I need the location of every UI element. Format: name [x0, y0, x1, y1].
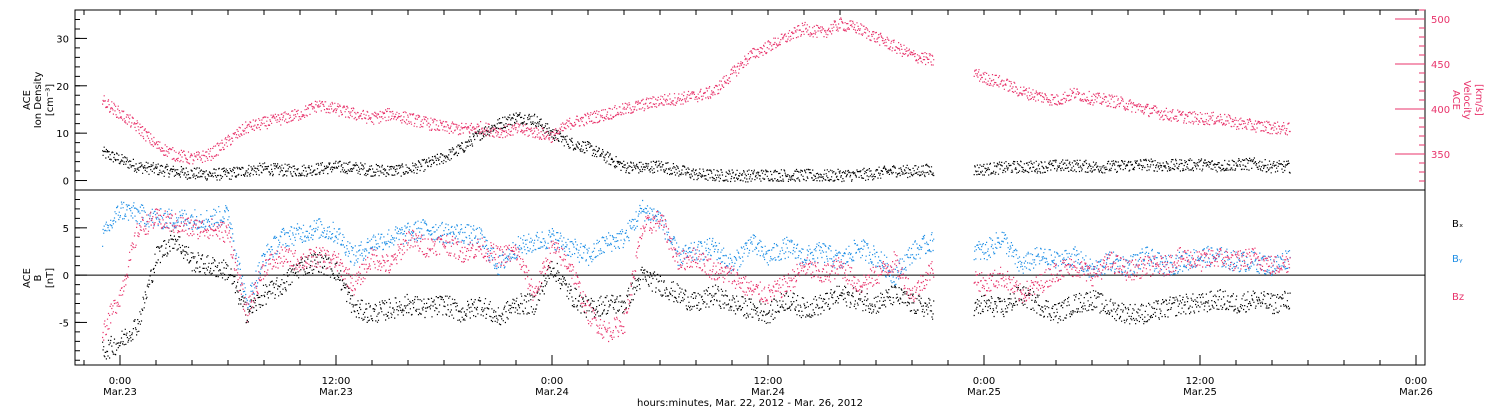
- density-axis-label-line-2: Ion Density: [33, 72, 44, 129]
- time-tick-label: 0:00: [1405, 376, 1427, 387]
- b-minor-ticks: [75, 198, 80, 361]
- velocity-tick-label: 500: [1431, 15, 1450, 26]
- legend-bz: Bz: [1452, 292, 1464, 303]
- magnetic-field-points: [102, 199, 1291, 360]
- b-tick-label: 0: [63, 271, 69, 282]
- bz-series: [102, 208, 1291, 343]
- date-tick-label: Mar.24: [535, 387, 569, 398]
- time-tick-label: 12:00: [322, 376, 351, 387]
- date-tick-label: Mar.26: [1399, 387, 1433, 398]
- velocity-tick-label: 350: [1431, 150, 1450, 161]
- date-tick-label: Mar.25: [967, 387, 1001, 398]
- top-panel-frame: [74, 9, 1426, 191]
- velocity-tick-label: 400: [1431, 105, 1450, 116]
- date-tick-label: Mar.23: [103, 387, 137, 398]
- velocity-tick-label: 450: [1431, 60, 1450, 71]
- velocity-axis-label-line-1: ACE: [1450, 90, 1461, 110]
- time-tick-label: 12:00: [754, 376, 783, 387]
- b-axis-label-line-1: ACE: [22, 268, 33, 288]
- density-velocity-points: [102, 17, 1291, 183]
- ion-density-velocity-panel: 0 10 20 30 350 400 450 500 ACE Ion Density [cm…: [22, 9, 1484, 191]
- b-axis-ticks: -5 0 5: [59, 198, 87, 361]
- legend-by: Bᵧ: [1452, 254, 1463, 265]
- time-tick-label: 0:00: [541, 376, 563, 387]
- velocity-axis-label-line-3: [km/s]: [1473, 84, 1484, 116]
- time-tick-label: 0:00: [973, 376, 995, 387]
- density-tick-label: 0: [63, 177, 69, 188]
- time-minor-ticks: [83, 10, 1417, 365]
- b-axis-label-line-2: B: [33, 274, 44, 281]
- b-tick-label: 5: [63, 224, 69, 235]
- time-tick-label: 0:00: [109, 376, 131, 387]
- date-tick-label: Mar.25: [1183, 387, 1217, 398]
- ion-density-series: [102, 112, 1291, 183]
- velocity-axis-label-line-2: Velocity: [1461, 80, 1472, 119]
- density-axis-label-line-3: [cm⁻³]: [45, 84, 56, 116]
- magnetic-field-panel: -5 0 5 ACE B [nT] Bₓ Bᵧ Bz: [22, 189, 1464, 366]
- velocity-series: [102, 17, 1291, 165]
- density-minor-ticks: [75, 18, 80, 182]
- velocity-minor-ticks: [1419, 9, 1425, 182]
- density-tick-label: 20: [56, 82, 69, 93]
- density-tick-label: 10: [56, 129, 69, 140]
- b-axis-label-line-3: [nT]: [45, 268, 56, 288]
- b-tick-label: -5: [59, 318, 69, 329]
- date-tick-label: Mar.24: [751, 387, 785, 398]
- time-axis: 0:00Mar.2312:00Mar.230:00Mar.2412:00Mar.…: [83, 10, 1433, 398]
- density-axis-label-line-1: ACE: [22, 90, 33, 110]
- density-axis-ticks: 0 10 20 30: [56, 18, 87, 188]
- bottom-panel-frame: [74, 189, 1426, 366]
- date-tick-label: Mar.23: [319, 387, 353, 398]
- bx-series: [102, 230, 1291, 360]
- time-axis-label: hours:minutes, Mar. 22, 2012 - Mar. 26, …: [637, 398, 863, 409]
- legend-bx: Bₓ: [1452, 219, 1463, 230]
- velocity-axis-ticks: 350 400 450 500: [1395, 9, 1450, 182]
- density-tick-label: 30: [56, 34, 69, 45]
- time-tick-label: 12:00: [1186, 376, 1215, 387]
